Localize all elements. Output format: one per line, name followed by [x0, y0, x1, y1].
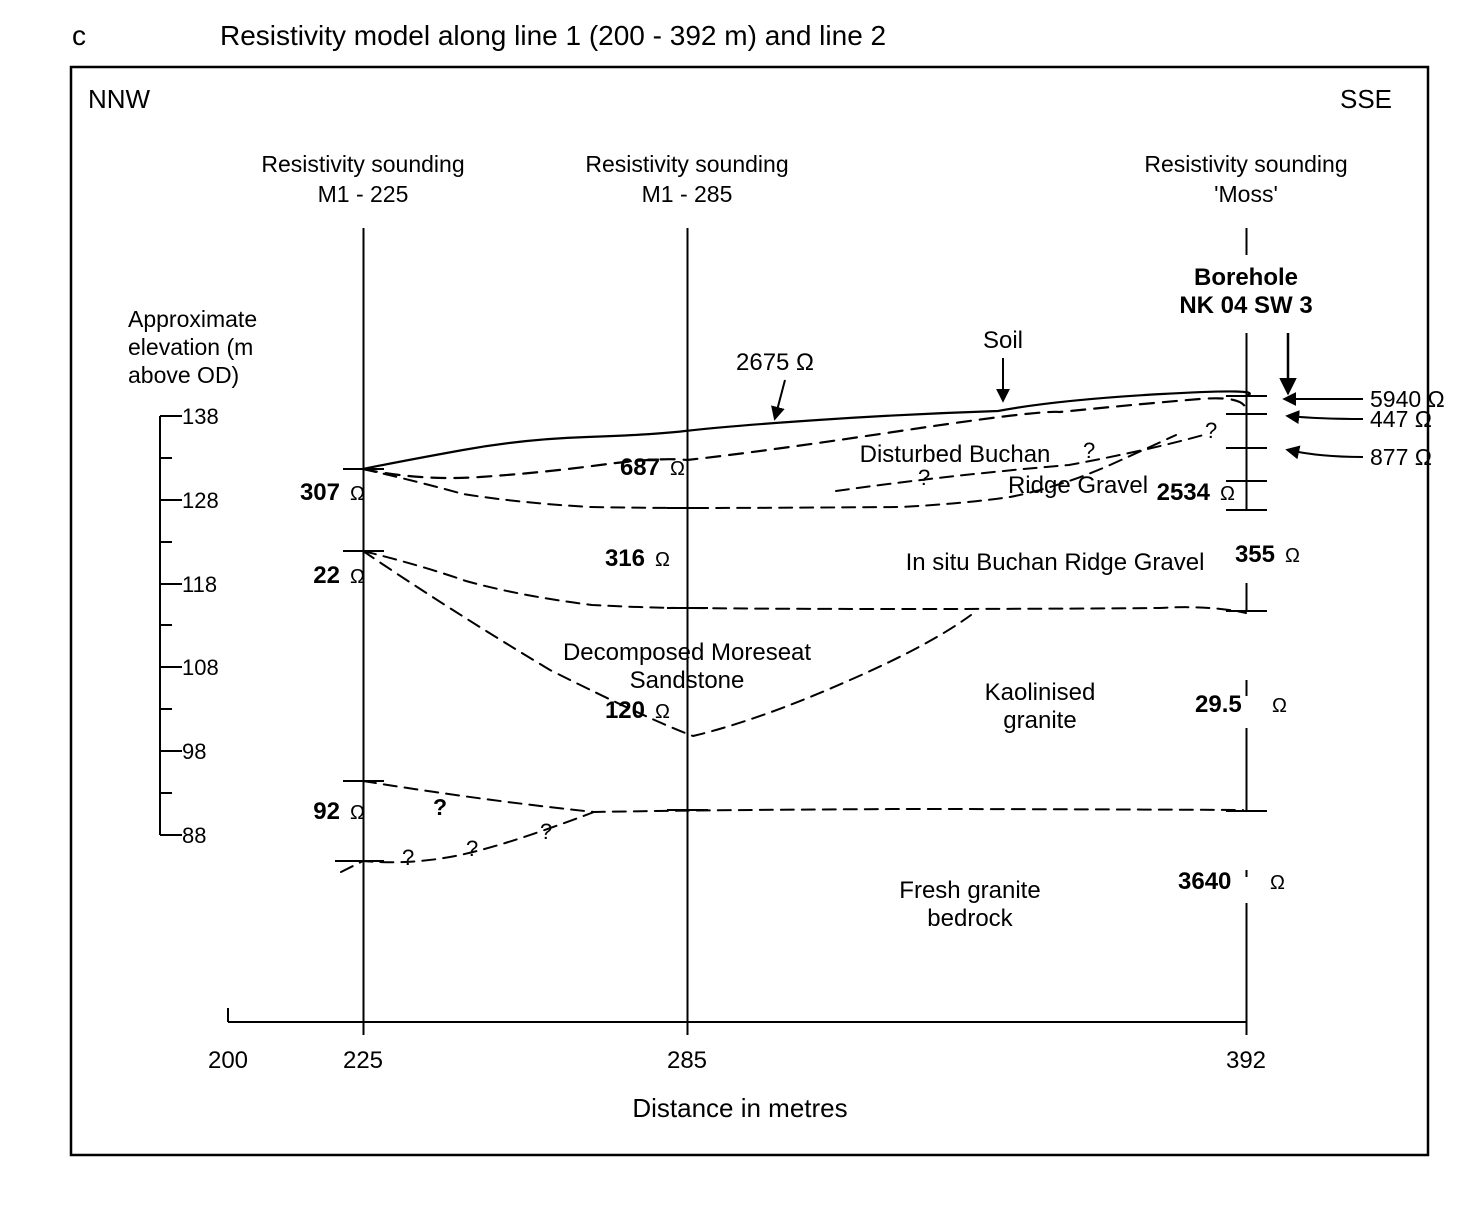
svg-text:?: ?	[402, 845, 414, 870]
svg-text:118: 118	[182, 572, 217, 597]
svg-text:Disturbed Buchan: Disturbed Buchan	[860, 441, 1051, 468]
svg-text:M1 - 285: M1 - 285	[642, 181, 733, 207]
svg-text:?: ?	[466, 836, 478, 861]
svg-text:NNW: NNW	[88, 84, 151, 114]
svg-text:447 Ω: 447 Ω	[1370, 406, 1432, 432]
svg-text:285: 285	[667, 1047, 707, 1074]
svg-text:Sandstone: Sandstone	[630, 667, 745, 694]
svg-text:above OD): above OD)	[128, 362, 239, 388]
svg-text:392: 392	[1226, 1047, 1266, 1074]
svg-text:Kaolinised: Kaolinised	[985, 679, 1096, 706]
svg-text:Resistivity sounding: Resistivity sounding	[1144, 151, 1347, 177]
svg-text:?: ?	[1083, 438, 1095, 463]
svg-text:Resistivity sounding: Resistivity sounding	[585, 151, 788, 177]
svg-text:Ω: Ω	[1270, 872, 1285, 894]
svg-text:225: 225	[343, 1047, 383, 1074]
svg-text:120: 120	[605, 697, 645, 724]
svg-text:?: ?	[540, 819, 552, 844]
svg-text:138: 138	[182, 404, 219, 429]
svg-text:'Moss': 'Moss'	[1214, 181, 1278, 207]
svg-text:92: 92	[313, 798, 340, 825]
svg-text:elevation (m: elevation (m	[128, 334, 253, 360]
svg-text:?: ?	[433, 794, 447, 820]
svg-text:200: 200	[208, 1047, 248, 1074]
svg-text:128: 128	[182, 488, 219, 513]
svg-text:Ω: Ω	[350, 483, 365, 505]
svg-text:98: 98	[182, 739, 206, 764]
svg-text:Ω: Ω	[655, 701, 670, 723]
svg-text:Ω: Ω	[1272, 695, 1287, 717]
svg-text:?: ?	[1205, 418, 1217, 443]
svg-text:Resistivity model along line 1: Resistivity model along line 1 (200 - 39…	[220, 20, 886, 51]
svg-text:2534: 2534	[1157, 479, 1211, 506]
svg-text:687: 687	[620, 454, 660, 481]
svg-text:SSE: SSE	[1340, 84, 1392, 114]
svg-text:M1 - 225: M1 - 225	[318, 181, 409, 207]
svg-text:granite: granite	[1003, 707, 1076, 734]
svg-text:Decomposed Moreseat: Decomposed Moreseat	[563, 639, 811, 666]
svg-text:Fresh granite: Fresh granite	[899, 877, 1040, 904]
svg-text:316: 316	[605, 545, 645, 572]
svg-text:22: 22	[313, 562, 340, 589]
svg-text:307: 307	[300, 479, 340, 506]
svg-text:877 Ω: 877 Ω	[1370, 444, 1432, 470]
svg-text:108: 108	[182, 655, 219, 680]
svg-text:NK 04 SW 3: NK 04 SW 3	[1179, 292, 1312, 319]
svg-text:Resistivity sounding: Resistivity sounding	[261, 151, 464, 177]
svg-text:Ω: Ω	[655, 549, 670, 571]
svg-text:88: 88	[182, 823, 206, 848]
svg-text:Ω: Ω	[1220, 483, 1235, 505]
svg-text:Ω: Ω	[350, 802, 365, 824]
svg-text:bedrock: bedrock	[927, 905, 1013, 932]
svg-text:Ω: Ω	[1285, 545, 1300, 567]
svg-text:355: 355	[1235, 541, 1275, 568]
svg-text:c: c	[72, 20, 86, 51]
svg-text:2675 Ω: 2675 Ω	[736, 349, 814, 376]
svg-text:3640: 3640	[1178, 868, 1231, 895]
svg-text:Soil: Soil	[983, 327, 1023, 354]
svg-text:Ω: Ω	[670, 458, 685, 480]
svg-text:?: ?	[918, 465, 930, 490]
svg-text:Ω: Ω	[350, 566, 365, 588]
svg-text:Distance in metres: Distance in metres	[632, 1093, 847, 1123]
svg-text:In situ Buchan Ridge Gravel: In situ Buchan Ridge Gravel	[906, 549, 1205, 576]
svg-text:Approximate: Approximate	[128, 306, 257, 332]
svg-text:Ridge Gravel: Ridge Gravel	[1008, 472, 1148, 499]
svg-text:Borehole: Borehole	[1194, 264, 1298, 291]
svg-text:29.5: 29.5	[1195, 691, 1242, 718]
